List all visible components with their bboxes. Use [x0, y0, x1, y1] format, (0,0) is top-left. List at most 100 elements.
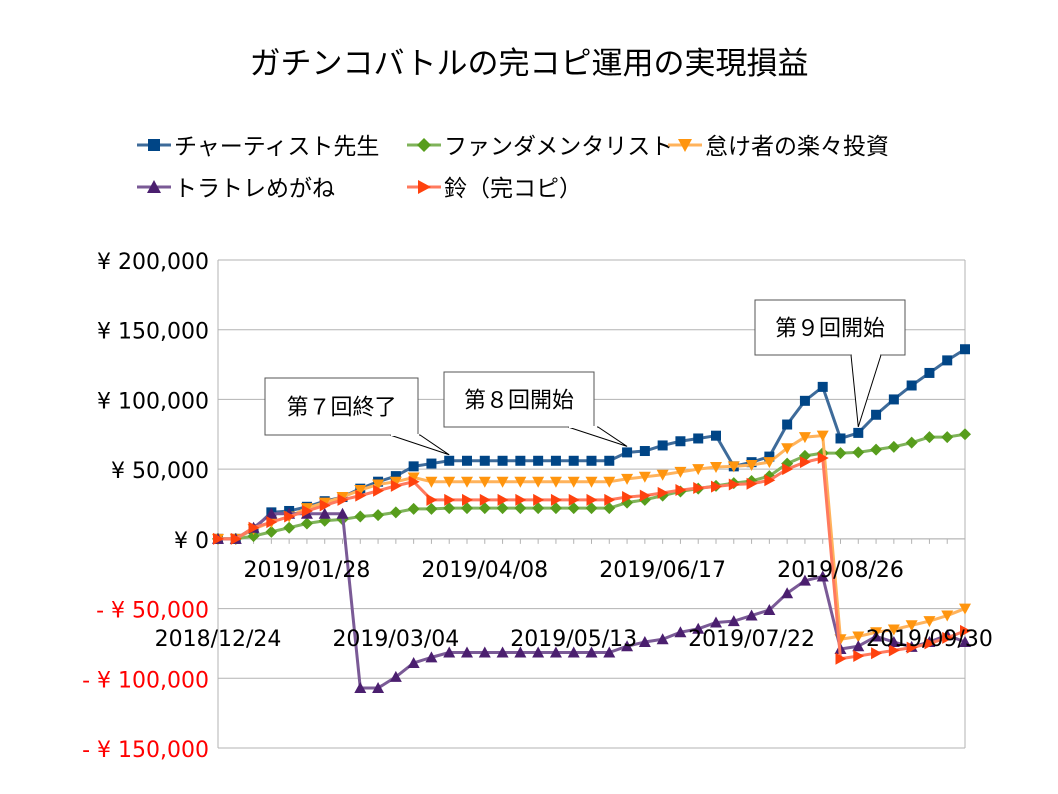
data-point: [887, 624, 900, 636]
data-point: [567, 502, 580, 515]
data-point: [960, 624, 971, 637]
data-point: [763, 603, 776, 615]
data-point: [638, 636, 651, 648]
data-point: [354, 510, 367, 523]
legend-item: ファンダメンタリスト: [407, 134, 673, 160]
y-tick-label: - ¥ 100,000: [82, 668, 209, 693]
callout-box: [443, 371, 595, 428]
data-point: [147, 180, 161, 193]
data-point: [265, 507, 278, 519]
y-tick-label: ¥ 100,000: [97, 389, 209, 414]
data-point: [417, 138, 431, 152]
data-point: [924, 637, 936, 650]
data-point: [835, 433, 846, 444]
data-point: [585, 646, 598, 658]
legend-item: 怠け者の楽々投資: [668, 134, 889, 160]
legend-item: チャーティスト先生: [137, 134, 379, 160]
x-axis-ticks: 2018/12/24 2019/01/28 2019/03/04 2019/04/08…: [155, 558, 993, 652]
data-point: [462, 493, 473, 506]
data-point: [622, 447, 633, 458]
data-point: [372, 479, 385, 491]
data-point: [213, 532, 224, 545]
data-point: [959, 603, 971, 615]
data-point: [710, 616, 722, 628]
data-point: [638, 471, 651, 483]
data-point: [390, 479, 402, 492]
data-point: [336, 507, 349, 519]
series-triangle-right: [213, 451, 971, 665]
data-point: [834, 447, 847, 460]
data-point: [871, 647, 883, 660]
callout: 第９回開始: [754, 299, 906, 428]
data-point: [514, 502, 527, 515]
legend-item: 鈴（完コピ）: [407, 176, 582, 202]
data-point: [888, 644, 900, 657]
callout-box: [754, 299, 906, 356]
data-point: [461, 646, 473, 658]
data-point: [603, 476, 616, 488]
data-point: [514, 476, 527, 488]
legend-label: 鈴（完コピ）: [444, 176, 582, 202]
x-tick-label: 2019/03/04: [332, 627, 459, 652]
data-point: [746, 477, 758, 490]
data-point: [693, 433, 704, 444]
data-point: [853, 649, 865, 662]
legend-label: チャーティスト先生: [174, 134, 379, 160]
data-point: [711, 480, 722, 493]
data-point: [639, 489, 651, 502]
x-tick-label: 2019/09/30: [866, 627, 993, 652]
data-point: [941, 431, 954, 444]
data-point: [798, 432, 811, 444]
x-tick-label: 2019/04/08: [421, 558, 548, 583]
y-tick-label: ¥ 0: [174, 529, 209, 554]
data-point: [407, 656, 420, 668]
data-point: [301, 504, 313, 517]
data-point: [692, 464, 705, 476]
data-point: [603, 502, 616, 515]
data-point: [621, 473, 634, 485]
data-point: [549, 502, 562, 515]
data-point: [443, 476, 456, 488]
y-tick-label: ¥ 150,000: [97, 320, 209, 345]
x-tick-label: 2019/01/28: [244, 558, 371, 583]
data-point: [798, 574, 811, 586]
data-point: [656, 633, 669, 645]
data-point: [478, 476, 491, 488]
data-point: [852, 640, 865, 652]
callout-pointer: [567, 426, 628, 447]
data-point: [567, 646, 580, 658]
data-point: [887, 440, 900, 453]
data-point: [426, 458, 437, 469]
chart-title: ガチンコバトルの完コピ運用の実現損益: [250, 46, 809, 82]
data-point: [284, 510, 296, 523]
data-point: [319, 499, 331, 512]
data-point: [924, 367, 935, 378]
x-tick-label: 2019/08/26: [777, 558, 904, 583]
series-triangle-up: [212, 507, 971, 694]
data-point: [266, 516, 278, 529]
data-point: [497, 493, 509, 506]
data-point: [496, 502, 509, 515]
data-point: [959, 636, 971, 648]
data-point: [745, 609, 758, 621]
data-point: [745, 459, 758, 471]
data-point: [318, 507, 331, 519]
legend-label: ファンダメンタリスト: [444, 134, 673, 160]
data-point: [514, 646, 527, 658]
data-point: [941, 610, 954, 622]
data-point: [407, 472, 420, 484]
data-point: [852, 631, 865, 643]
legend-label: 怠け者の楽々投資: [705, 134, 889, 160]
data-point: [799, 395, 810, 406]
data-point: [532, 476, 545, 488]
data-point: [389, 476, 402, 488]
data-point: [905, 436, 918, 449]
data-point: [711, 430, 721, 441]
data-point: [390, 471, 401, 482]
data-point: [585, 502, 598, 515]
data-point: [389, 670, 402, 682]
x-tick-label: 2018/12/24: [155, 627, 282, 652]
data-point: [247, 530, 260, 543]
data-point: [479, 455, 490, 466]
